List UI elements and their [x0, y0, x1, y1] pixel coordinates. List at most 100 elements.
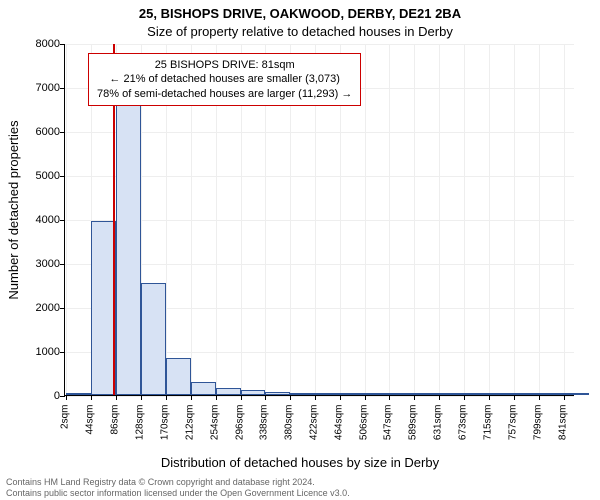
y-axis-label: Number of detached properties — [6, 110, 21, 310]
xtick-label: 296sqm — [234, 405, 245, 455]
xtick-mark — [91, 395, 92, 400]
ytick-label: 3000 — [20, 258, 60, 270]
annotation-box: 25 BISHOPS DRIVE: 81sqm ← 21% of detache… — [88, 53, 361, 106]
histogram-bar — [514, 393, 539, 395]
ytick-label: 2000 — [20, 302, 60, 314]
xtick-mark — [141, 395, 142, 400]
xtick-mark — [166, 395, 167, 400]
footer-line1: Contains HM Land Registry data © Crown c… — [6, 477, 600, 488]
histogram-bar — [191, 382, 216, 395]
ytick-label: 7000 — [20, 82, 60, 94]
xtick-mark — [315, 395, 316, 400]
xtick-mark — [216, 395, 217, 400]
grid-v — [564, 44, 565, 395]
annotation-line1: 25 BISHOPS DRIVE: 81sqm — [97, 58, 352, 72]
histogram-bar — [116, 102, 141, 395]
xtick-label: 715sqm — [483, 405, 494, 455]
ytick-label: 0 — [20, 390, 60, 402]
footer-attribution: Contains HM Land Registry data © Crown c… — [0, 477, 600, 499]
ytick-label: 6000 — [20, 126, 60, 138]
grid-v — [489, 44, 490, 395]
histogram-bar — [315, 393, 340, 395]
histogram-bar — [414, 393, 439, 395]
xtick-label: 44sqm — [85, 405, 96, 455]
ytick-mark — [60, 352, 65, 353]
xtick-mark — [464, 395, 465, 400]
xtick-label: 631sqm — [433, 405, 444, 455]
histogram-bar — [439, 393, 464, 395]
xtick-mark — [414, 395, 415, 400]
grid-v — [514, 44, 515, 395]
xtick-label: 86sqm — [110, 405, 121, 455]
xtick-label: 673sqm — [458, 405, 469, 455]
xtick-label: 212sqm — [184, 405, 195, 455]
xtick-mark — [514, 395, 515, 400]
grid-v — [365, 44, 366, 395]
grid-v — [539, 44, 540, 395]
ytick-mark — [60, 176, 65, 177]
xtick-label: 254sqm — [209, 405, 220, 455]
xtick-mark — [265, 395, 266, 400]
ytick-mark — [60, 44, 65, 45]
ytick-mark — [60, 396, 65, 397]
ytick-label: 8000 — [20, 38, 60, 50]
grid-v — [439, 44, 440, 395]
xtick-label: 589sqm — [408, 405, 419, 455]
ytick-mark — [60, 264, 65, 265]
footer-line2: Contains public sector information licen… — [6, 488, 600, 499]
ytick-mark — [60, 220, 65, 221]
xtick-mark — [290, 395, 291, 400]
histogram-bar — [166, 358, 191, 395]
xtick-label: 547sqm — [383, 405, 394, 455]
xtick-mark — [539, 395, 540, 400]
xtick-mark — [365, 395, 366, 400]
histogram-bar — [564, 393, 589, 395]
xtick-label: 799sqm — [532, 405, 543, 455]
xtick-mark — [389, 395, 390, 400]
ytick-label: 5000 — [20, 170, 60, 182]
histogram-bar — [340, 393, 365, 395]
histogram-bar — [464, 393, 489, 395]
grid-v — [414, 44, 415, 395]
ytick-label: 1000 — [20, 346, 60, 358]
xtick-label: 170sqm — [159, 405, 170, 455]
xtick-mark — [116, 395, 117, 400]
ytick-mark — [60, 88, 65, 89]
chart-title-desc: Size of property relative to detached ho… — [0, 24, 600, 39]
grid-v — [66, 44, 67, 395]
xtick-mark — [439, 395, 440, 400]
xtick-mark — [241, 395, 242, 400]
xtick-label: 841sqm — [557, 405, 568, 455]
histogram-bar — [141, 283, 166, 395]
xtick-label: 422sqm — [309, 405, 320, 455]
xtick-label: 757sqm — [507, 405, 518, 455]
xtick-mark — [66, 395, 67, 400]
xtick-label: 2sqm — [60, 405, 71, 455]
xtick-label: 338sqm — [259, 405, 270, 455]
histogram-bar — [365, 393, 390, 395]
chart-title-address: 25, BISHOPS DRIVE, OAKWOOD, DERBY, DE21 … — [0, 6, 600, 21]
ytick-mark — [60, 308, 65, 309]
histogram-bar — [265, 392, 290, 395]
x-axis-label: Distribution of detached houses by size … — [0, 455, 600, 470]
xtick-label: 464sqm — [334, 405, 345, 455]
ytick-label: 4000 — [20, 214, 60, 226]
annotation-line3: 78% of semi-detached houses are larger (… — [97, 87, 352, 101]
histogram-bar — [489, 393, 514, 395]
xtick-label: 506sqm — [359, 405, 370, 455]
xtick-mark — [564, 395, 565, 400]
histogram-bar — [216, 388, 241, 395]
histogram-bar — [389, 393, 414, 395]
histogram-bar — [241, 390, 266, 395]
ytick-mark — [60, 132, 65, 133]
xtick-mark — [340, 395, 341, 400]
grid-v — [464, 44, 465, 395]
histogram-bar — [539, 393, 564, 395]
histogram-bar — [66, 393, 91, 395]
xtick-label: 380sqm — [284, 405, 295, 455]
histogram-chart: 25, BISHOPS DRIVE, OAKWOOD, DERBY, DE21 … — [0, 0, 600, 500]
xtick-label: 128sqm — [134, 405, 145, 455]
xtick-mark — [191, 395, 192, 400]
xtick-mark — [489, 395, 490, 400]
annotation-line2: ← 21% of detached houses are smaller (3,… — [97, 72, 352, 86]
